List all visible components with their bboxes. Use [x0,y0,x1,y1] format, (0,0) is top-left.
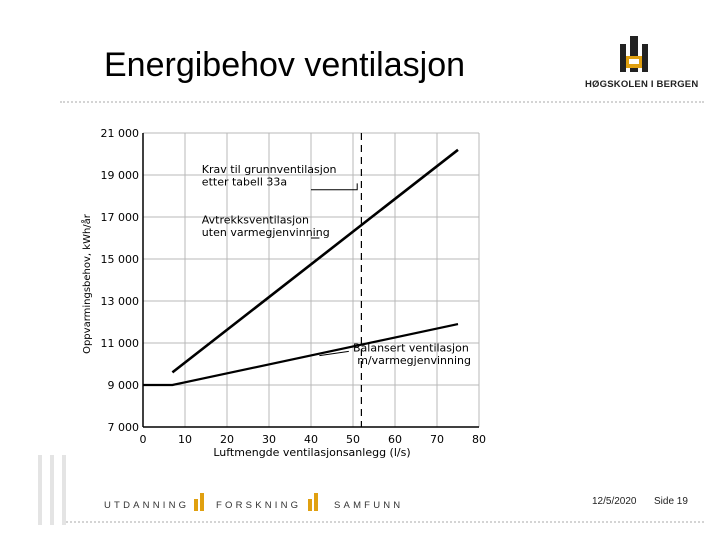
y-tick-label: 7 000 [108,421,140,434]
x-tick-label: 0 [140,433,147,446]
annotation-text: etter tabell 33a [202,176,287,189]
y-tick-label: 13 000 [101,295,140,308]
y-tick-label: 17 000 [101,211,140,224]
slide-title: Energibehov ventilasjon [104,46,466,84]
title-divider [60,101,704,103]
series-lines [143,148,459,387]
annotation-text: Balansert ventilasjon [353,341,469,354]
y-tick-label: 21 000 [101,127,140,140]
x-tick-label: 70 [430,433,444,446]
x-tick-label: 20 [220,433,234,446]
chart-grid [142,132,480,428]
leader-reference [311,183,358,191]
leader-balanced [319,350,349,357]
x-axis-label: Luftmengde ventilasjonsanlegg (l/s) [213,446,410,459]
x-tick-label: 40 [304,433,318,446]
footer-word-society: SAMFUNN [334,500,404,511]
y-axis-label: Oppvarmingsbehov, kWh/år [80,213,93,354]
x-tick-label: 10 [178,433,192,446]
x-tick-label: 30 [262,433,276,446]
series-line-2 [143,323,459,387]
slide-date: 12/5/2020 [592,496,637,507]
x-tick-label: 60 [388,433,402,446]
y-tick-label: 19 000 [101,169,140,182]
series-line-1 [171,148,459,374]
footer-word-education: UTDANNING [104,500,190,511]
college-logo-icon [620,36,648,72]
annotation-text: Krav til grunnventilasjon [202,163,337,176]
x-tick-label: 50 [346,433,360,446]
footer-mark-2-icon [308,493,318,511]
annotation-text: uten varmegjenvinning [202,226,330,239]
footer-word-research: FORSKNING [216,500,302,511]
slide-page-number: Side 19 [654,496,688,507]
annotation-text: m/varmegjenvinning [357,354,471,367]
y-tick-label: 11 000 [101,337,140,350]
tick-labels: 0 10 20 30 40 50 60 70 80 7 000 9 000 11 000 13 000 1… [101,127,487,446]
annotation-text: Avtrekksventilasjon [202,213,309,226]
y-tick-label: 9 000 [108,379,140,392]
footer-mark-1-icon [194,493,204,511]
footer-divider [66,521,704,523]
x-tick-label: 80 [472,433,486,446]
college-logo-text: HØGSKOLEN I BERGEN [585,79,699,90]
footer-decoration [38,455,66,525]
y-tick-label: 15 000 [101,253,140,266]
